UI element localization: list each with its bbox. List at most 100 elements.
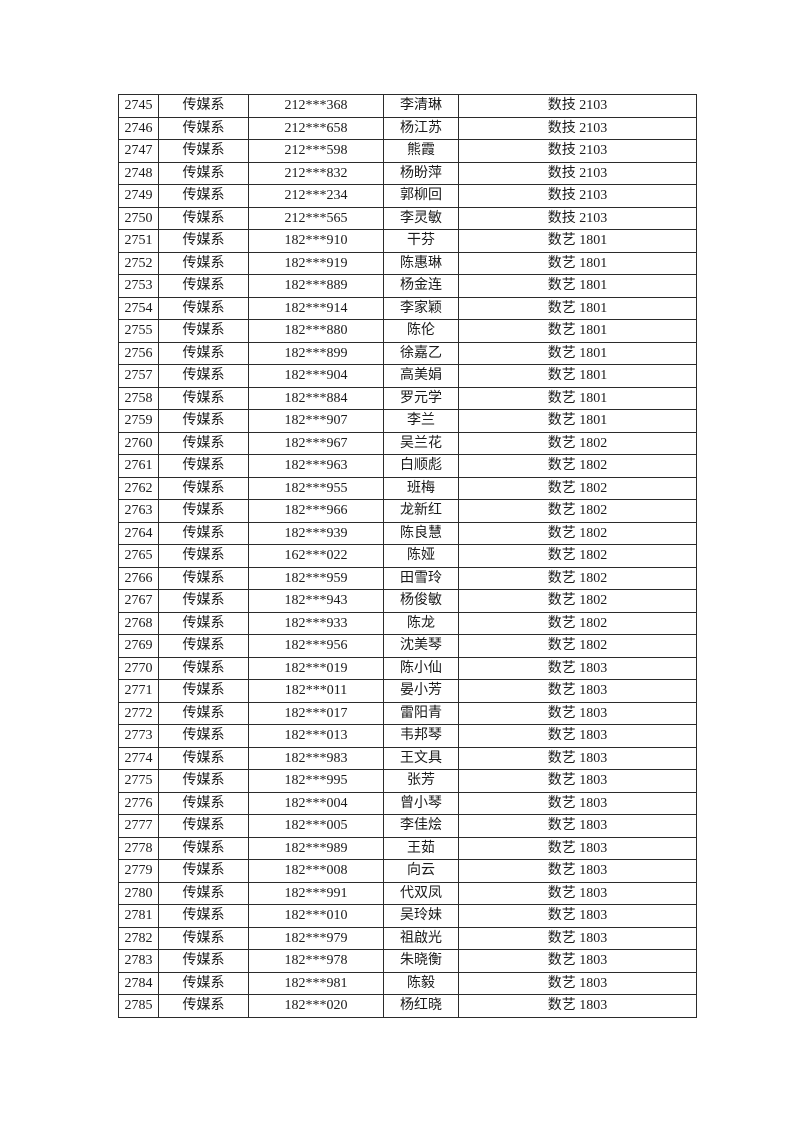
class-cell: 数艺 1803 <box>458 859 697 883</box>
serial-number-cell: 2777 <box>118 814 159 838</box>
class-cell: 数艺 1803 <box>458 724 697 748</box>
table-row: 2772 传媒系 182***017 雷阳青 数艺 1803 <box>118 701 697 725</box>
department-cell: 传媒系 <box>158 791 249 815</box>
class-cell: 数艺 1802 <box>458 634 697 658</box>
student-name-cell: 陈龙 <box>383 611 459 635</box>
table-row: 2782 传媒系 182***979 祖啟光 数艺 1803 <box>118 926 697 950</box>
department-cell: 传媒系 <box>158 926 249 950</box>
table-row: 2757 传媒系 182***904 高美娟 数艺 1801 <box>118 364 697 388</box>
table-row: 2752 传媒系 182***919 陈惠琳 数艺 1801 <box>118 251 697 275</box>
table-row: 2777 传媒系 182***005 李佳烩 数艺 1803 <box>118 814 697 838</box>
class-cell: 数艺 1803 <box>458 656 697 680</box>
table-row: 2780 传媒系 182***991 代双凤 数艺 1803 <box>118 881 697 905</box>
student-name-cell: 李佳烩 <box>383 814 459 838</box>
department-cell: 传媒系 <box>158 94 249 118</box>
student-name-cell: 班梅 <box>383 476 459 500</box>
class-cell: 数艺 1803 <box>458 881 697 905</box>
serial-number-cell: 2781 <box>118 904 159 928</box>
serial-number-cell: 2782 <box>118 926 159 950</box>
student-name-cell: 王茹 <box>383 836 459 860</box>
table-row: 2776 传媒系 182***004 曾小琴 数艺 1803 <box>118 791 697 815</box>
class-cell: 数艺 1801 <box>458 251 697 275</box>
student-id-cell: 212***658 <box>248 116 384 140</box>
department-cell: 传媒系 <box>158 769 249 793</box>
student-name-cell: 陈小仙 <box>383 656 459 680</box>
serial-number-cell: 2757 <box>118 364 159 388</box>
table-row: 2779 传媒系 182***008 向云 数艺 1803 <box>118 859 697 883</box>
student-roster-table: 2745 传媒系 212***368 李清琳 数技 2103 2746 传媒系 212***6… <box>118 94 697 1018</box>
serial-number-cell: 2746 <box>118 116 159 140</box>
student-id-cell: 182***956 <box>248 634 384 658</box>
student-id-cell: 182***979 <box>248 926 384 950</box>
student-name-cell: 沈美琴 <box>383 634 459 658</box>
department-cell: 传媒系 <box>158 431 249 455</box>
table-row: 2754 传媒系 182***914 李家颖 数艺 1801 <box>118 296 697 320</box>
department-cell: 传媒系 <box>158 814 249 838</box>
table-row: 2759 传媒系 182***907 李兰 数艺 1801 <box>118 409 697 433</box>
department-cell: 传媒系 <box>158 521 249 545</box>
department-cell: 传媒系 <box>158 656 249 680</box>
student-name-cell: 李清琳 <box>383 94 459 118</box>
table-row: 2760 传媒系 182***967 吴兰花 数艺 1802 <box>118 431 697 455</box>
table-row: 2758 传媒系 182***884 罗元学 数艺 1801 <box>118 386 697 410</box>
table-row: 2762 传媒系 182***955 班梅 数艺 1802 <box>118 476 697 500</box>
table-row: 2774 传媒系 182***983 王文具 数艺 1803 <box>118 746 697 770</box>
student-id-cell: 182***005 <box>248 814 384 838</box>
class-cell: 数艺 1803 <box>458 904 697 928</box>
student-id-cell: 182***020 <box>248 994 384 1018</box>
student-id-cell: 182***959 <box>248 566 384 590</box>
student-name-cell: 吴兰花 <box>383 431 459 455</box>
student-id-cell: 182***919 <box>248 251 384 275</box>
student-id-cell: 182***004 <box>248 791 384 815</box>
table-row: 2785 传媒系 182***020 杨红晓 数艺 1803 <box>118 994 697 1018</box>
student-name-cell: 杨江苏 <box>383 116 459 140</box>
student-name-cell: 高美娟 <box>383 364 459 388</box>
serial-number-cell: 2774 <box>118 746 159 770</box>
class-cell: 数艺 1803 <box>458 791 697 815</box>
serial-number-cell: 2752 <box>118 251 159 275</box>
table-row: 2769 传媒系 182***956 沈美琴 数艺 1802 <box>118 634 697 658</box>
student-name-cell: 代双凤 <box>383 881 459 905</box>
student-id-cell: 182***889 <box>248 274 384 298</box>
table-row: 2748 传媒系 212***832 杨盼萍 数技 2103 <box>118 161 697 185</box>
class-cell: 数艺 1803 <box>458 949 697 973</box>
class-cell: 数技 2103 <box>458 94 697 118</box>
student-id-cell: 182***010 <box>248 904 384 928</box>
student-name-cell: 晏小芳 <box>383 679 459 703</box>
student-id-cell: 182***933 <box>248 611 384 635</box>
department-cell: 传媒系 <box>158 724 249 748</box>
student-name-cell: 郭柳回 <box>383 184 459 208</box>
class-cell: 数艺 1803 <box>458 994 697 1018</box>
table-row: 2784 传媒系 182***981 陈毅 数艺 1803 <box>118 971 697 995</box>
table-row: 2766 传媒系 182***959 田雪玲 数艺 1802 <box>118 566 697 590</box>
table-row: 2778 传媒系 182***989 王茹 数艺 1803 <box>118 836 697 860</box>
serial-number-cell: 2784 <box>118 971 159 995</box>
department-cell: 传媒系 <box>158 364 249 388</box>
table-row: 2765 传媒系 162***022 陈娅 数艺 1802 <box>118 544 697 568</box>
serial-number-cell: 2770 <box>118 656 159 680</box>
student-id-cell: 182***989 <box>248 836 384 860</box>
student-id-cell: 182***008 <box>248 859 384 883</box>
department-cell: 传媒系 <box>158 251 249 275</box>
student-name-cell: 李兰 <box>383 409 459 433</box>
department-cell: 传媒系 <box>158 611 249 635</box>
serial-number-cell: 2768 <box>118 611 159 635</box>
student-name-cell: 罗元学 <box>383 386 459 410</box>
department-cell: 传媒系 <box>158 499 249 523</box>
table-row: 2761 传媒系 182***963 白顺彪 数艺 1802 <box>118 454 697 478</box>
department-cell: 传媒系 <box>158 949 249 973</box>
serial-number-cell: 2767 <box>118 589 159 613</box>
class-cell: 数艺 1801 <box>458 364 697 388</box>
student-id-cell: 182***914 <box>248 296 384 320</box>
table-row: 2753 传媒系 182***889 杨金连 数艺 1801 <box>118 274 697 298</box>
table-row: 2751 传媒系 182***910 干芬 数艺 1801 <box>118 229 697 253</box>
class-cell: 数技 2103 <box>458 206 697 230</box>
department-cell: 传媒系 <box>158 994 249 1018</box>
class-cell: 数技 2103 <box>458 184 697 208</box>
department-cell: 传媒系 <box>158 971 249 995</box>
class-cell: 数艺 1803 <box>458 814 697 838</box>
department-cell: 传媒系 <box>158 184 249 208</box>
class-cell: 数艺 1802 <box>458 521 697 545</box>
serial-number-cell: 2745 <box>118 94 159 118</box>
